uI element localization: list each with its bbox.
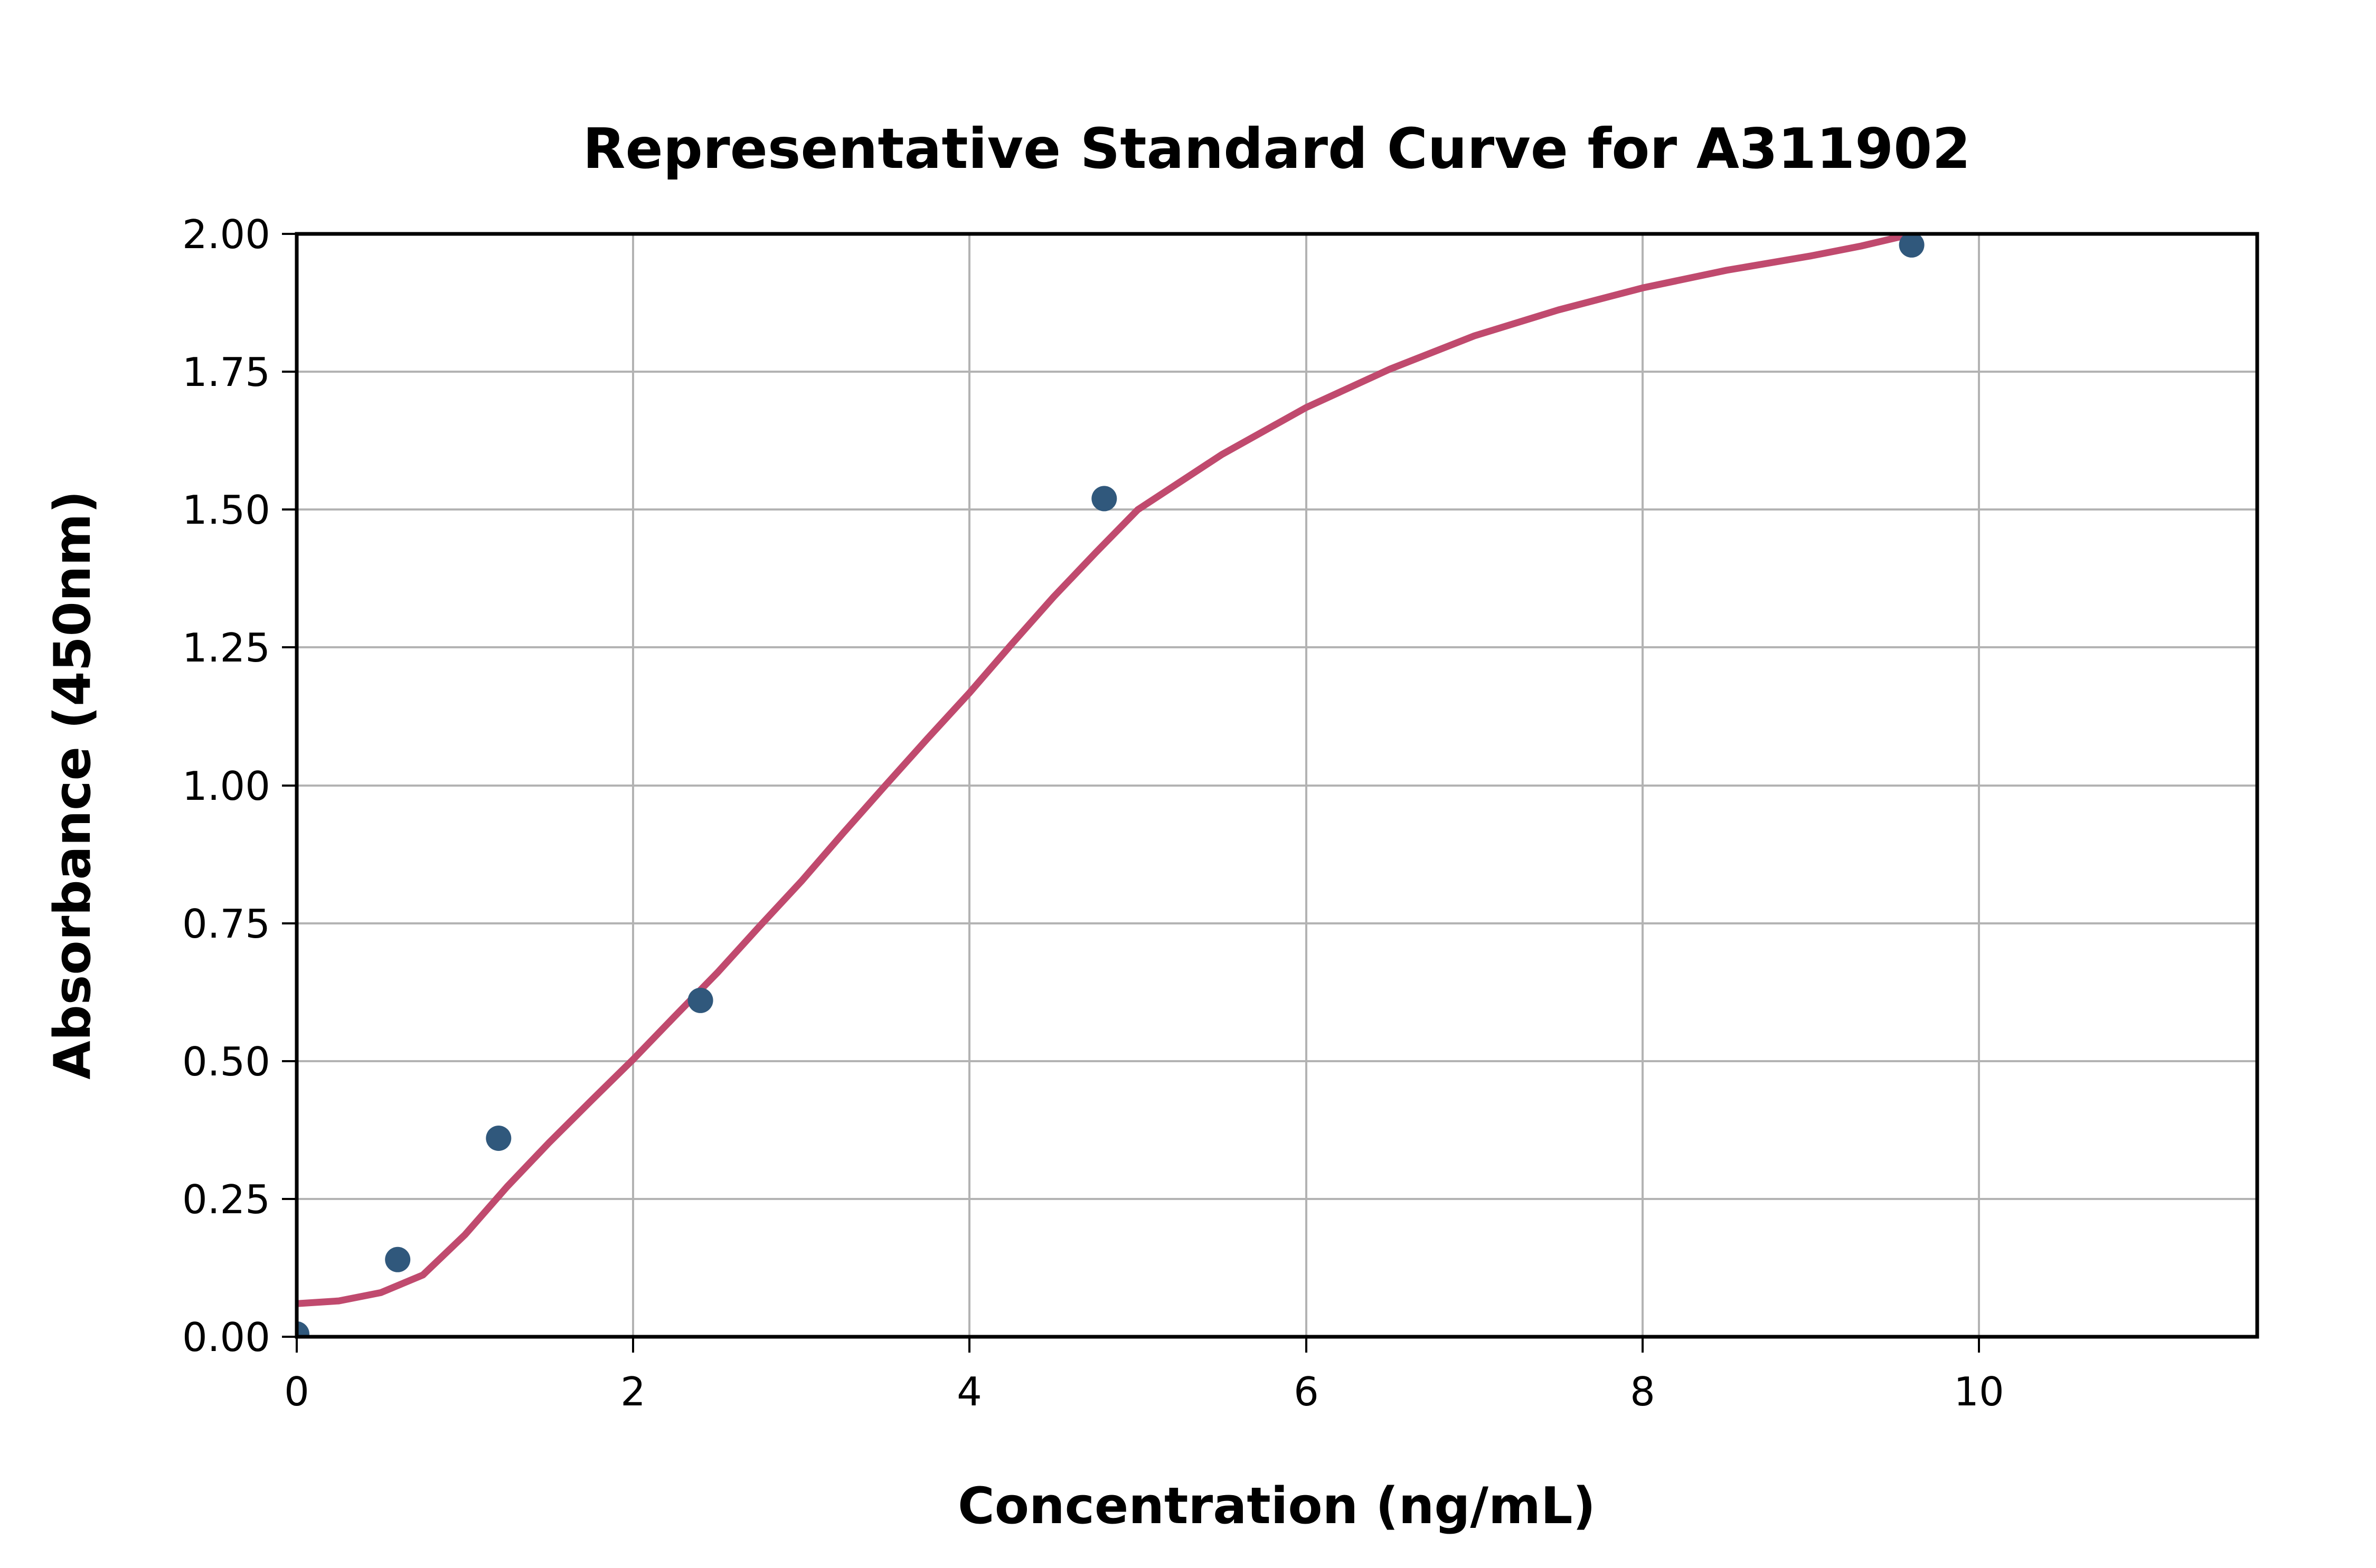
x-tick-label: 2 <box>620 1368 646 1415</box>
x-axis-label: Concentration (ng/mL) <box>958 1477 1596 1535</box>
x-tick-labels: 0 2 4 6 8 10 <box>284 1368 2004 1415</box>
y-axis-ticks <box>282 233 297 1338</box>
y-tick-label: 0.75 <box>182 901 270 947</box>
y-tick-label: 2.00 <box>182 211 270 258</box>
y-tick-label: 1.75 <box>182 349 270 395</box>
x-axis-ticks <box>296 1337 1980 1353</box>
x-tick-label: 4 <box>957 1368 982 1415</box>
y-tick-labels: 2.00 1.75 1.50 1.25 1.00 0.75 0.50 0.25 … <box>182 211 270 1361</box>
data-point <box>1091 486 1117 512</box>
data-point <box>486 1126 512 1151</box>
chart-title: Representative Standard Curve for A31190… <box>583 117 1971 181</box>
x-tick-label: 8 <box>1630 1368 1655 1415</box>
y-tick-label: 1.50 <box>182 487 270 533</box>
data-point <box>297 1321 309 1337</box>
data-point <box>385 1246 411 1272</box>
data-points-group <box>297 234 1925 1337</box>
y-tick-label: 0.00 <box>182 1314 270 1361</box>
gridlines <box>297 234 2257 1337</box>
y-tick-label: 1.00 <box>182 763 270 809</box>
y-tick-label: 0.50 <box>182 1038 270 1085</box>
y-tick-label: 1.25 <box>182 625 270 671</box>
data-point <box>1899 234 1925 258</box>
x-tick-label: 6 <box>1294 1368 1319 1415</box>
x-tick-label: 10 <box>1954 1368 2004 1415</box>
data-point <box>687 987 713 1013</box>
fit-curve-line <box>297 234 1919 1307</box>
x-tick-label: 0 <box>284 1368 309 1415</box>
y-tick-label: 0.25 <box>182 1176 270 1223</box>
y-axis-label: Absorbance (450nm) <box>44 490 102 1080</box>
